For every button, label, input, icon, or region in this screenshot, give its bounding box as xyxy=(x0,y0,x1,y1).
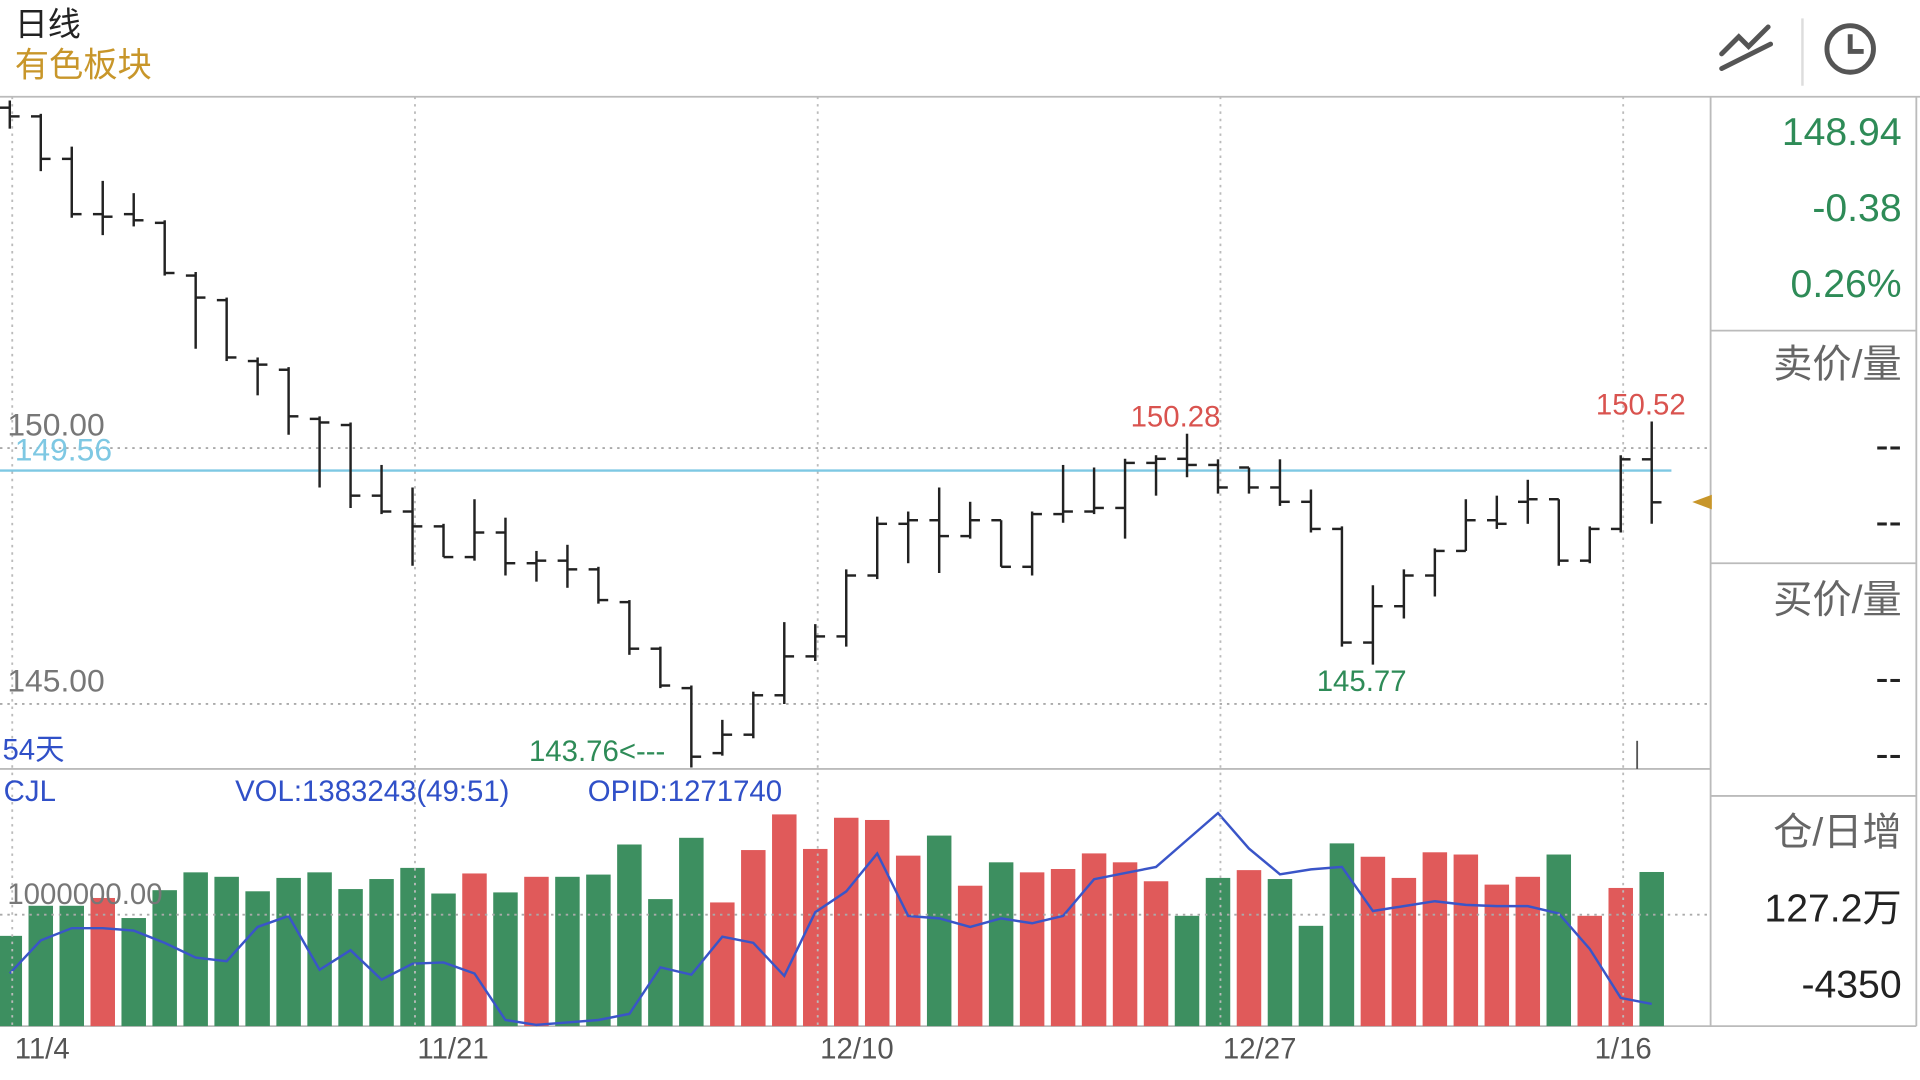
y-tick-label: 1000000.00 xyxy=(7,878,162,911)
volume-bar xyxy=(1577,915,1602,1027)
annotation: 145.77 xyxy=(1317,665,1407,698)
volume-bar xyxy=(1143,881,1169,1027)
volume-bar xyxy=(400,867,425,1027)
oi-title: 仓/日增 xyxy=(1773,811,1901,854)
x-tick-label: 12/27 xyxy=(1223,1032,1297,1065)
volume-bar xyxy=(895,855,921,1027)
volume-bar xyxy=(1329,843,1355,1027)
ask-title: 卖价/量 xyxy=(1773,344,1901,387)
volume-title: CJL xyxy=(4,775,56,808)
volume-bar xyxy=(648,899,673,1027)
annotation: 143.76<--- xyxy=(529,735,665,768)
volume-bar xyxy=(803,848,828,1027)
reference-label: 149.56 xyxy=(15,432,112,468)
volume-bar xyxy=(1112,862,1138,1027)
volume-bar xyxy=(1205,877,1231,1027)
change-pct: 0.26% xyxy=(1791,263,1902,306)
y-tick-label: 145.00 xyxy=(7,663,104,699)
volume-bar xyxy=(710,902,735,1027)
volume-bar xyxy=(276,877,301,1027)
last-price: 148.94 xyxy=(1782,111,1902,154)
volume-bar xyxy=(307,872,332,1027)
volume-bar xyxy=(555,876,580,1027)
icon-circle xyxy=(1824,23,1876,75)
volume-bar xyxy=(462,873,487,1027)
bid-volume: -- xyxy=(1876,733,1902,776)
volume-bar xyxy=(1422,852,1448,1027)
volume-bar xyxy=(864,819,890,1027)
volume-bar xyxy=(524,876,549,1027)
volume-bar xyxy=(1360,856,1386,1027)
x-tick-label: 1/16 xyxy=(1595,1032,1652,1065)
period: 日线 xyxy=(15,7,81,44)
volume-bar xyxy=(90,897,115,1027)
volume-bar xyxy=(0,935,23,1027)
change: -0.38 xyxy=(1812,187,1901,230)
volume-bar xyxy=(1174,915,1200,1027)
icon-hands xyxy=(1847,34,1864,54)
legend-entry: OPID:1271740 xyxy=(588,775,782,808)
x-tick-label: 12/10 xyxy=(820,1032,894,1065)
volume-bar xyxy=(431,893,456,1027)
volume-bar xyxy=(493,892,518,1027)
volume-bar xyxy=(1081,853,1107,1027)
y-tick-label: 150.00 xyxy=(7,407,104,443)
sector: 有色板块 xyxy=(15,46,152,84)
volume-bar xyxy=(1391,877,1417,1027)
annotation: 150.28 xyxy=(1131,401,1221,434)
volume-bar xyxy=(1515,876,1541,1027)
ask-volume: -- xyxy=(1876,500,1902,543)
days-label: 54天 xyxy=(2,734,64,767)
volume-bar xyxy=(59,905,84,1027)
volume-bar xyxy=(1298,925,1324,1027)
opid-line xyxy=(8,811,1652,1027)
volume-bar xyxy=(741,850,766,1027)
volume-bar xyxy=(1608,887,1633,1027)
price-pointer xyxy=(1692,494,1712,510)
open-interest: 127.2万 xyxy=(1764,887,1901,930)
plot: 1000000.00 11/4 11/21 12/10 12/27 1/16 145.00 1… xyxy=(0,96,1711,1065)
volume-bar xyxy=(1019,872,1045,1027)
volume-bar xyxy=(834,817,859,1027)
icon-stroke xyxy=(1719,24,1771,57)
volume-bar xyxy=(772,814,797,1027)
x-tick-label: 11/21 xyxy=(417,1032,488,1065)
volume-bar xyxy=(1546,854,1572,1027)
volume-bar xyxy=(28,905,54,1027)
volume-bar xyxy=(586,874,611,1027)
volume-bar xyxy=(1267,879,1293,1027)
volume-bar xyxy=(957,885,983,1027)
volume-bar xyxy=(183,872,208,1027)
volume-bar xyxy=(152,890,177,1027)
volume-bar xyxy=(1484,884,1510,1027)
x-tick-label: 11/4 xyxy=(15,1032,70,1065)
volume-bar xyxy=(1639,871,1664,1027)
volume-bar xyxy=(1236,870,1262,1027)
volume-bar xyxy=(245,891,270,1027)
volume-bar xyxy=(1050,869,1076,1027)
volume-bar xyxy=(1453,854,1479,1027)
volume-bar xyxy=(926,835,952,1027)
bid-title: 买价/量 xyxy=(1773,579,1901,622)
ask-price: -- xyxy=(1876,425,1902,468)
legend-entry: VOL:1383243(49:51) xyxy=(235,775,509,808)
volume-bar xyxy=(121,918,146,1027)
bid-price: -- xyxy=(1876,657,1902,700)
icon-stroke xyxy=(1719,41,1774,72)
clock-icon[interactable] xyxy=(1824,23,1876,75)
volume-bar xyxy=(679,837,704,1027)
volume-bar xyxy=(369,879,394,1027)
oi-change: -4350 xyxy=(1801,963,1901,1006)
volume-bar xyxy=(988,862,1014,1027)
annotation: 150.52 xyxy=(1596,388,1686,421)
volume-bar xyxy=(617,844,642,1027)
draw-tool-icon[interactable] xyxy=(1719,24,1774,72)
